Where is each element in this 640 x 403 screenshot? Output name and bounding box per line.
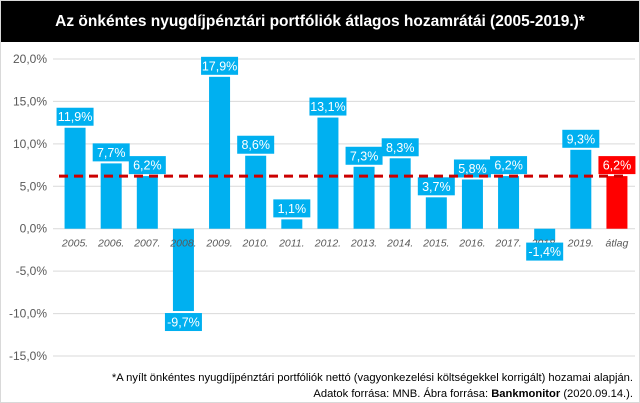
bar — [353, 166, 375, 229]
bar — [389, 158, 411, 229]
data-label-box — [490, 156, 528, 175]
data-label: -1,4% — [528, 245, 561, 259]
source-suffix: (2020.09.14.). — [560, 388, 633, 400]
x-tick-label: átlag — [606, 238, 629, 250]
y-tick-label: 5,0% — [20, 179, 48, 193]
x-tick-label: 2019. — [567, 238, 594, 250]
data-label-box — [381, 138, 419, 157]
y-tick-label: -15,0% — [9, 349, 47, 363]
data-label-box — [164, 313, 202, 332]
y-tick-label: -10,0% — [9, 307, 47, 321]
x-tick-label: 2007. — [133, 238, 160, 250]
x-tick-label: 2005. — [61, 238, 88, 250]
bar — [425, 197, 447, 229]
source-brand: Bankmonitor — [491, 388, 561, 400]
data-label-box — [417, 177, 455, 196]
data-label: 8,3% — [386, 141, 415, 155]
data-label-box — [453, 159, 491, 178]
y-tick-label: 15,0% — [13, 94, 47, 108]
data-label: 7,7% — [97, 146, 126, 160]
y-tick-label: 0,0% — [20, 222, 48, 236]
bar — [64, 127, 86, 229]
bar — [172, 228, 194, 312]
data-label-box — [273, 199, 311, 218]
x-tick-label: 2011. — [278, 238, 305, 250]
x-tick-label: 2017. — [494, 238, 521, 250]
data-label: 8,6% — [241, 138, 270, 152]
x-tick-label: 2008. — [169, 238, 196, 250]
data-label-box — [562, 129, 600, 148]
bar — [461, 179, 483, 229]
bar — [245, 155, 267, 229]
bar — [498, 176, 520, 229]
data-label-box — [201, 56, 239, 75]
data-label-box — [237, 135, 275, 154]
x-tick-label: 2013. — [350, 238, 377, 250]
bar — [317, 117, 339, 229]
x-tick-label: 2006. — [97, 238, 124, 250]
data-label-box — [128, 156, 166, 175]
x-tick-label: 2012. — [314, 238, 341, 250]
x-tick-label: 2015. — [422, 238, 449, 250]
y-tick-label: 20,0% — [13, 52, 47, 66]
data-label-box — [309, 97, 347, 116]
data-label: -9,7% — [167, 316, 200, 330]
data-label: 7,3% — [350, 149, 379, 163]
chart-title: Az önkéntes nyugdíjpénztári portfóliók á… — [1, 1, 639, 42]
x-tick-label: 2014. — [386, 238, 413, 250]
data-label: 5,8% — [458, 162, 487, 176]
data-label-box — [56, 107, 94, 126]
data-label: 11,9% — [58, 110, 93, 124]
data-label: 6,2% — [133, 159, 162, 173]
bar — [136, 176, 158, 229]
data-label: 9,3% — [567, 132, 596, 146]
data-label-box — [345, 146, 383, 165]
data-label: 17,9% — [202, 59, 237, 73]
bar — [281, 219, 303, 229]
data-label: 3,7% — [422, 180, 451, 194]
source-prefix: Adatok forrása: MNB. Ábra forrása: — [313, 388, 492, 400]
data-label: 1,1% — [278, 202, 307, 216]
data-label-box — [598, 156, 636, 175]
data-label: 6,2% — [603, 159, 632, 173]
bar — [209, 76, 231, 229]
x-tick-label: 2010. — [242, 238, 269, 250]
bar — [606, 176, 628, 229]
y-tick-label: -5,0% — [16, 264, 48, 278]
bar — [570, 149, 592, 229]
data-label-box — [526, 242, 564, 261]
x-tick-label: 2016. — [458, 238, 485, 250]
bar — [100, 163, 122, 229]
bar — [534, 228, 556, 241]
x-tick-label: 2009. — [205, 238, 232, 250]
data-label-box — [92, 143, 130, 162]
y-tick-label: 10,0% — [13, 137, 47, 151]
footnote: *A nyílt önkéntes nyugdíjpénztári portfó… — [111, 372, 633, 384]
data-label: 13,1% — [310, 100, 345, 114]
data-label: 6,2% — [494, 159, 523, 173]
source-line: Adatok forrása: MNB. Ábra forrása: Bankm… — [313, 388, 633, 400]
